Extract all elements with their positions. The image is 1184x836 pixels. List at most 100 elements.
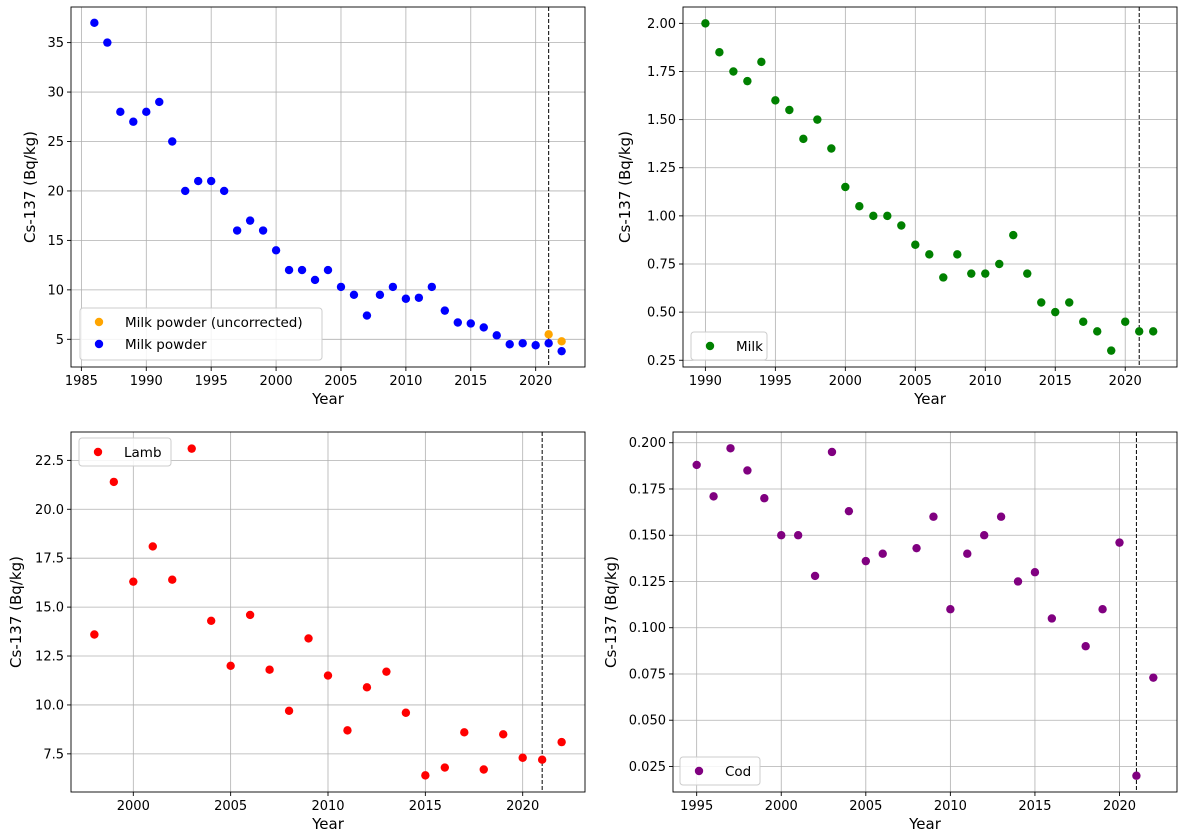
data-point xyxy=(799,134,808,144)
data-point xyxy=(421,771,430,780)
data-point xyxy=(1107,346,1116,355)
y-tick-label: 0.175 xyxy=(629,482,666,497)
y-tick-label: 0.025 xyxy=(629,760,666,775)
x-tick-label: 1995 xyxy=(680,799,713,814)
data-point xyxy=(785,105,794,115)
data-point xyxy=(709,492,718,501)
data-point xyxy=(557,737,566,747)
data-point xyxy=(142,107,151,117)
data-point xyxy=(1079,317,1088,326)
data-point xyxy=(129,577,138,586)
y-tick-label: 1.00 xyxy=(647,209,676,224)
y-tick-label: 17.5 xyxy=(35,552,64,567)
y-tick-label: 15.0 xyxy=(35,601,64,616)
x-tick-label: 2015 xyxy=(1039,374,1072,389)
legend-label: Cod xyxy=(725,764,751,780)
data-point xyxy=(245,610,255,620)
data-point xyxy=(1149,327,1158,336)
data-point xyxy=(1121,317,1130,326)
data-point xyxy=(777,531,786,540)
data-point xyxy=(1098,605,1107,614)
x-axis-label: Year xyxy=(908,815,942,833)
x-tick-label: 2020 xyxy=(1109,374,1142,389)
data-point xyxy=(981,269,990,278)
data-point xyxy=(1135,327,1144,336)
x-tick-label: 2020 xyxy=(506,799,539,814)
data-point xyxy=(460,728,469,737)
x-tick-label: 2020 xyxy=(519,374,552,389)
legend-marker xyxy=(93,447,103,457)
data-point xyxy=(226,661,235,671)
data-point xyxy=(963,549,972,558)
data-point xyxy=(996,512,1006,521)
x-tick-label: 2010 xyxy=(389,374,422,389)
x-tick-label: 2015 xyxy=(409,799,442,814)
x-tick-label: 1990 xyxy=(689,374,722,389)
x-tick-label: 1995 xyxy=(195,374,228,389)
y-tick-label: 1.75 xyxy=(647,65,676,80)
data-point xyxy=(953,250,962,259)
legend-label: Lamb xyxy=(124,445,162,461)
y-tick-label: 20 xyxy=(47,184,64,199)
data-point xyxy=(743,76,752,86)
y-axis-label: Cs-137 (Bq/kg) xyxy=(602,556,620,668)
legend-marker xyxy=(705,341,715,351)
data-point xyxy=(323,265,333,275)
data-point xyxy=(265,665,274,674)
data-point xyxy=(343,726,352,735)
y-tick-label: 0.50 xyxy=(647,306,676,321)
data-point xyxy=(304,634,313,643)
data-point xyxy=(878,549,887,558)
data-point xyxy=(440,763,450,772)
data-point xyxy=(1009,230,1018,240)
data-point xyxy=(90,630,99,639)
data-point xyxy=(414,293,424,302)
data-point xyxy=(492,331,501,340)
y-tick-label: 15 xyxy=(47,234,64,249)
data-point xyxy=(692,460,701,470)
data-point xyxy=(855,202,864,211)
y-tick-label: 10 xyxy=(47,283,64,298)
data-point xyxy=(979,531,989,540)
data-point xyxy=(771,96,780,105)
y-tick-label: 25 xyxy=(47,135,64,150)
data-point xyxy=(827,447,837,457)
data-point xyxy=(743,466,752,475)
y-tick-label: 0.200 xyxy=(629,436,666,451)
data-point xyxy=(90,18,99,28)
data-point xyxy=(946,605,955,614)
data-point xyxy=(861,556,871,566)
y-tick-label: 12.5 xyxy=(35,650,64,665)
legend-label: Milk xyxy=(736,339,763,355)
legend-marker xyxy=(94,317,104,327)
data-point xyxy=(1013,577,1023,586)
data-point xyxy=(1047,614,1057,623)
y-tick-label: 1.50 xyxy=(647,113,676,128)
x-tick-label: 2000 xyxy=(117,799,150,814)
legend-box xyxy=(690,331,768,361)
data-point xyxy=(440,306,450,315)
data-point xyxy=(388,282,398,292)
data-point xyxy=(544,339,553,348)
data-point xyxy=(375,290,385,300)
y-tick-label: 5 xyxy=(56,333,64,348)
y-tick-label: 0.050 xyxy=(629,714,666,729)
data-point xyxy=(479,323,488,332)
data-point xyxy=(929,512,938,521)
data-point xyxy=(362,683,372,692)
x-axis-label: Year xyxy=(311,815,345,833)
y-tick-label: 0.150 xyxy=(629,529,666,544)
legend-box xyxy=(679,756,761,786)
axes-frame xyxy=(682,6,1178,368)
legend-box xyxy=(79,307,323,361)
data-point xyxy=(103,38,112,47)
data-point xyxy=(168,575,177,584)
x-tick-label: 2010 xyxy=(969,374,1002,389)
data-point xyxy=(729,67,738,76)
data-point xyxy=(181,186,190,196)
y-tick-label: 30 xyxy=(47,86,64,101)
x-tick-label: 2015 xyxy=(1018,799,1051,814)
data-point xyxy=(297,265,307,275)
data-point xyxy=(245,216,255,225)
data-point xyxy=(897,221,906,230)
